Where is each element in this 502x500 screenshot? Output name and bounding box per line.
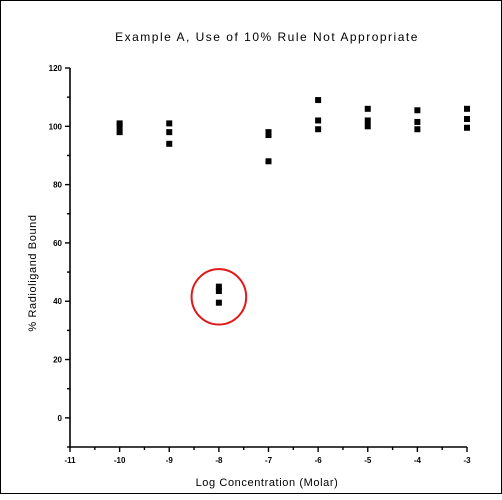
data-point [116, 123, 123, 130]
data-point [414, 126, 421, 133]
data-point [464, 124, 470, 131]
x-tick-label: -3 [463, 456, 471, 465]
y-tick-labels: 0 20 40 60 80 100 120 [49, 64, 63, 423]
data-point [166, 140, 173, 147]
x-axis-label: Log Concentration (Molar) [196, 477, 339, 489]
x-tick-label: -7 [265, 456, 273, 465]
data-point [414, 118, 421, 125]
data-point [414, 107, 421, 114]
x-tick-label: -10 [114, 456, 126, 465]
data-point [116, 129, 123, 136]
data-point [166, 120, 173, 127]
data-point [166, 129, 173, 136]
data-point [265, 132, 272, 139]
y-tick-label: 0 [58, 414, 63, 423]
chart-title: Example A, Use of 10% Rule Not Appropria… [115, 30, 419, 44]
data-point [464, 116, 470, 123]
data-point [215, 288, 222, 295]
x-tick-label: -5 [364, 456, 372, 465]
y-axis-label: % Radioligand Bound [27, 214, 39, 331]
x-tick-label: -6 [315, 456, 323, 465]
annotations [190, 268, 248, 326]
y-tick-label: 60 [53, 239, 62, 248]
x-tick-labels: -11 -10 -9 -8 -7 -6 -5 -4 -3 [64, 456, 471, 465]
y-tick-label: 20 [53, 356, 62, 365]
x-tick-label: -8 [215, 456, 223, 465]
data-point [464, 105, 470, 112]
y-tick-label: 100 [49, 122, 63, 131]
x-tick-label: -4 [414, 456, 422, 465]
y-tick-label: 40 [53, 297, 62, 306]
x-tick-label: -9 [166, 456, 174, 465]
data-point [215, 299, 222, 306]
data-point [215, 283, 222, 290]
y-tick-label: 80 [53, 181, 62, 190]
data-point [315, 117, 322, 124]
data-point [265, 158, 272, 165]
data-point [364, 117, 371, 124]
data-points [116, 97, 470, 306]
y-tick-label: 120 [49, 64, 63, 73]
data-point [315, 97, 322, 104]
outlier-highlight-ellipse [190, 268, 248, 326]
x-tick-label: -11 [64, 456, 76, 465]
axes [65, 67, 468, 452]
data-point [364, 105, 371, 112]
data-point [315, 126, 322, 133]
data-point [364, 123, 371, 130]
